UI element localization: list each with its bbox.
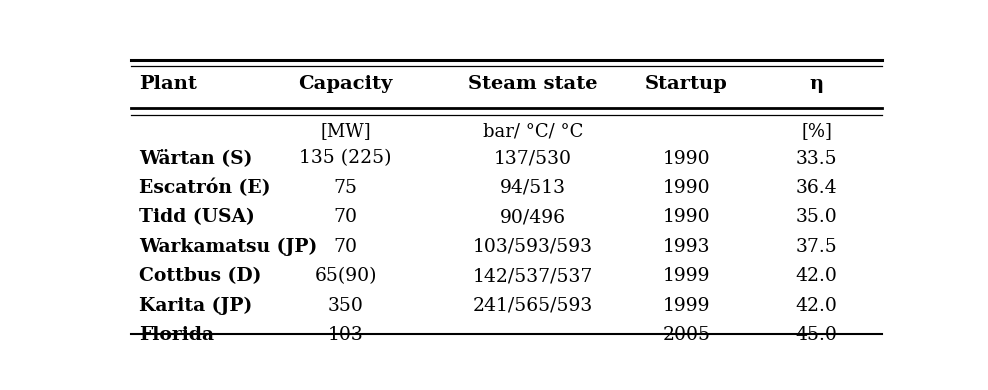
Text: η: η (809, 75, 824, 93)
Text: 103/593/593: 103/593/593 (473, 238, 593, 256)
Text: 1990: 1990 (663, 149, 710, 168)
Text: Capacity: Capacity (298, 75, 393, 93)
Text: bar/ °C/ °C: bar/ °C/ °C (483, 122, 583, 140)
Text: 36.4: 36.4 (795, 179, 837, 197)
Text: 75: 75 (334, 179, 358, 197)
Text: Tidd (USA): Tidd (USA) (138, 208, 255, 226)
Text: Warkamatsu (JP): Warkamatsu (JP) (138, 238, 317, 256)
Text: [MW]: [MW] (320, 122, 370, 140)
Text: 42.0: 42.0 (795, 297, 838, 315)
Text: 70: 70 (334, 208, 358, 226)
Text: 135 (225): 135 (225) (299, 149, 392, 168)
Text: 241/565/593: 241/565/593 (473, 297, 593, 315)
Text: 350: 350 (328, 297, 364, 315)
Text: 94/513: 94/513 (500, 179, 566, 197)
Text: 2005: 2005 (662, 326, 710, 344)
Text: 1993: 1993 (663, 238, 710, 256)
Text: Steam state: Steam state (468, 75, 598, 93)
Text: 35.0: 35.0 (795, 208, 838, 226)
Text: [%]: [%] (801, 122, 832, 140)
Text: Wärtan (S): Wärtan (S) (138, 149, 252, 168)
Text: 1990: 1990 (663, 208, 710, 226)
Text: 65(90): 65(90) (314, 267, 376, 285)
Text: 1999: 1999 (663, 267, 710, 285)
Text: Cottbus (D): Cottbus (D) (138, 267, 261, 285)
Text: 90/496: 90/496 (500, 208, 566, 226)
Text: 33.5: 33.5 (795, 149, 837, 168)
Text: Startup: Startup (645, 75, 728, 93)
Text: Plant: Plant (138, 75, 197, 93)
Text: 1999: 1999 (663, 297, 710, 315)
Text: 42.0: 42.0 (795, 267, 838, 285)
Text: 103: 103 (328, 326, 364, 344)
Text: Florida: Florida (138, 326, 213, 344)
Text: 37.5: 37.5 (795, 238, 838, 256)
Text: Escatrón (E): Escatrón (E) (138, 179, 271, 197)
Text: 137/530: 137/530 (494, 149, 572, 168)
Text: 70: 70 (334, 238, 358, 256)
Text: Karita (JP): Karita (JP) (138, 296, 252, 315)
Text: 45.0: 45.0 (795, 326, 838, 344)
Text: 1990: 1990 (663, 179, 710, 197)
Text: 142/537/537: 142/537/537 (473, 267, 594, 285)
